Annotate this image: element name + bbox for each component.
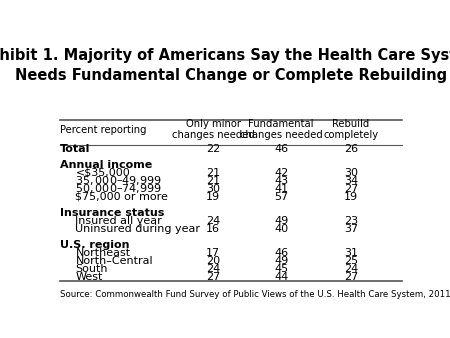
Text: Fundamental
changes needed: Fundamental changes needed	[240, 119, 323, 141]
Text: 34: 34	[344, 176, 358, 186]
Text: 57: 57	[274, 192, 288, 201]
Text: U.S. region: U.S. region	[60, 240, 129, 249]
Text: 49: 49	[274, 256, 288, 266]
Text: 19: 19	[206, 192, 220, 201]
Text: 37: 37	[344, 223, 358, 234]
Text: Exhibit 1. Majority of Americans Say the Health Care System
Needs Fundamental Ch: Exhibit 1. Majority of Americans Say the…	[0, 48, 450, 82]
Text: 24: 24	[206, 264, 220, 273]
Text: Percent reporting: Percent reporting	[60, 125, 146, 135]
Text: 24: 24	[206, 216, 220, 225]
Text: Northeast: Northeast	[76, 247, 130, 258]
Text: West: West	[76, 271, 103, 282]
Text: 43: 43	[274, 176, 288, 186]
Text: 26: 26	[344, 144, 358, 154]
Text: Insured all year: Insured all year	[76, 216, 162, 225]
Text: 21: 21	[206, 168, 220, 178]
Text: 27: 27	[344, 184, 358, 194]
Text: 41: 41	[274, 184, 288, 194]
Text: 42: 42	[274, 168, 288, 178]
Text: 46: 46	[274, 144, 288, 154]
Text: $35,000–$49,999: $35,000–$49,999	[76, 174, 162, 187]
Text: 46: 46	[274, 247, 288, 258]
Text: 27: 27	[344, 271, 358, 282]
Text: 24: 24	[344, 264, 358, 273]
Text: 27: 27	[206, 271, 220, 282]
Text: 16: 16	[206, 223, 220, 234]
Text: 40: 40	[274, 223, 288, 234]
Text: 22: 22	[206, 144, 220, 154]
Text: 30: 30	[344, 168, 358, 178]
Text: <$35,000: <$35,000	[76, 168, 130, 178]
Text: 23: 23	[344, 216, 358, 225]
Text: Source: Commonwealth Fund Survey of Public Views of the U.S. Health Care System,: Source: Commonwealth Fund Survey of Publ…	[60, 290, 450, 299]
Text: 30: 30	[206, 184, 220, 194]
Text: 21: 21	[206, 176, 220, 186]
Text: Uninsured during year: Uninsured during year	[76, 223, 200, 234]
Text: 17: 17	[206, 247, 220, 258]
Text: $50,000–$74,999: $50,000–$74,999	[76, 182, 162, 195]
Text: Only minor
changes needed: Only minor changes needed	[172, 119, 255, 141]
Text: 19: 19	[344, 192, 358, 201]
Text: Total: Total	[60, 144, 90, 154]
Text: 20: 20	[206, 256, 220, 266]
Text: 25: 25	[344, 256, 358, 266]
Text: 49: 49	[274, 216, 288, 225]
Text: Annual income: Annual income	[60, 160, 152, 170]
Text: North–Central: North–Central	[76, 256, 153, 266]
Text: $75,000 or more: $75,000 or more	[76, 192, 168, 201]
Text: 44: 44	[274, 271, 288, 282]
Text: Insurance status: Insurance status	[60, 208, 164, 218]
Text: Rebuild
completely: Rebuild completely	[324, 119, 378, 141]
Text: 31: 31	[344, 247, 358, 258]
Text: 45: 45	[274, 264, 288, 273]
Text: South: South	[76, 264, 108, 273]
